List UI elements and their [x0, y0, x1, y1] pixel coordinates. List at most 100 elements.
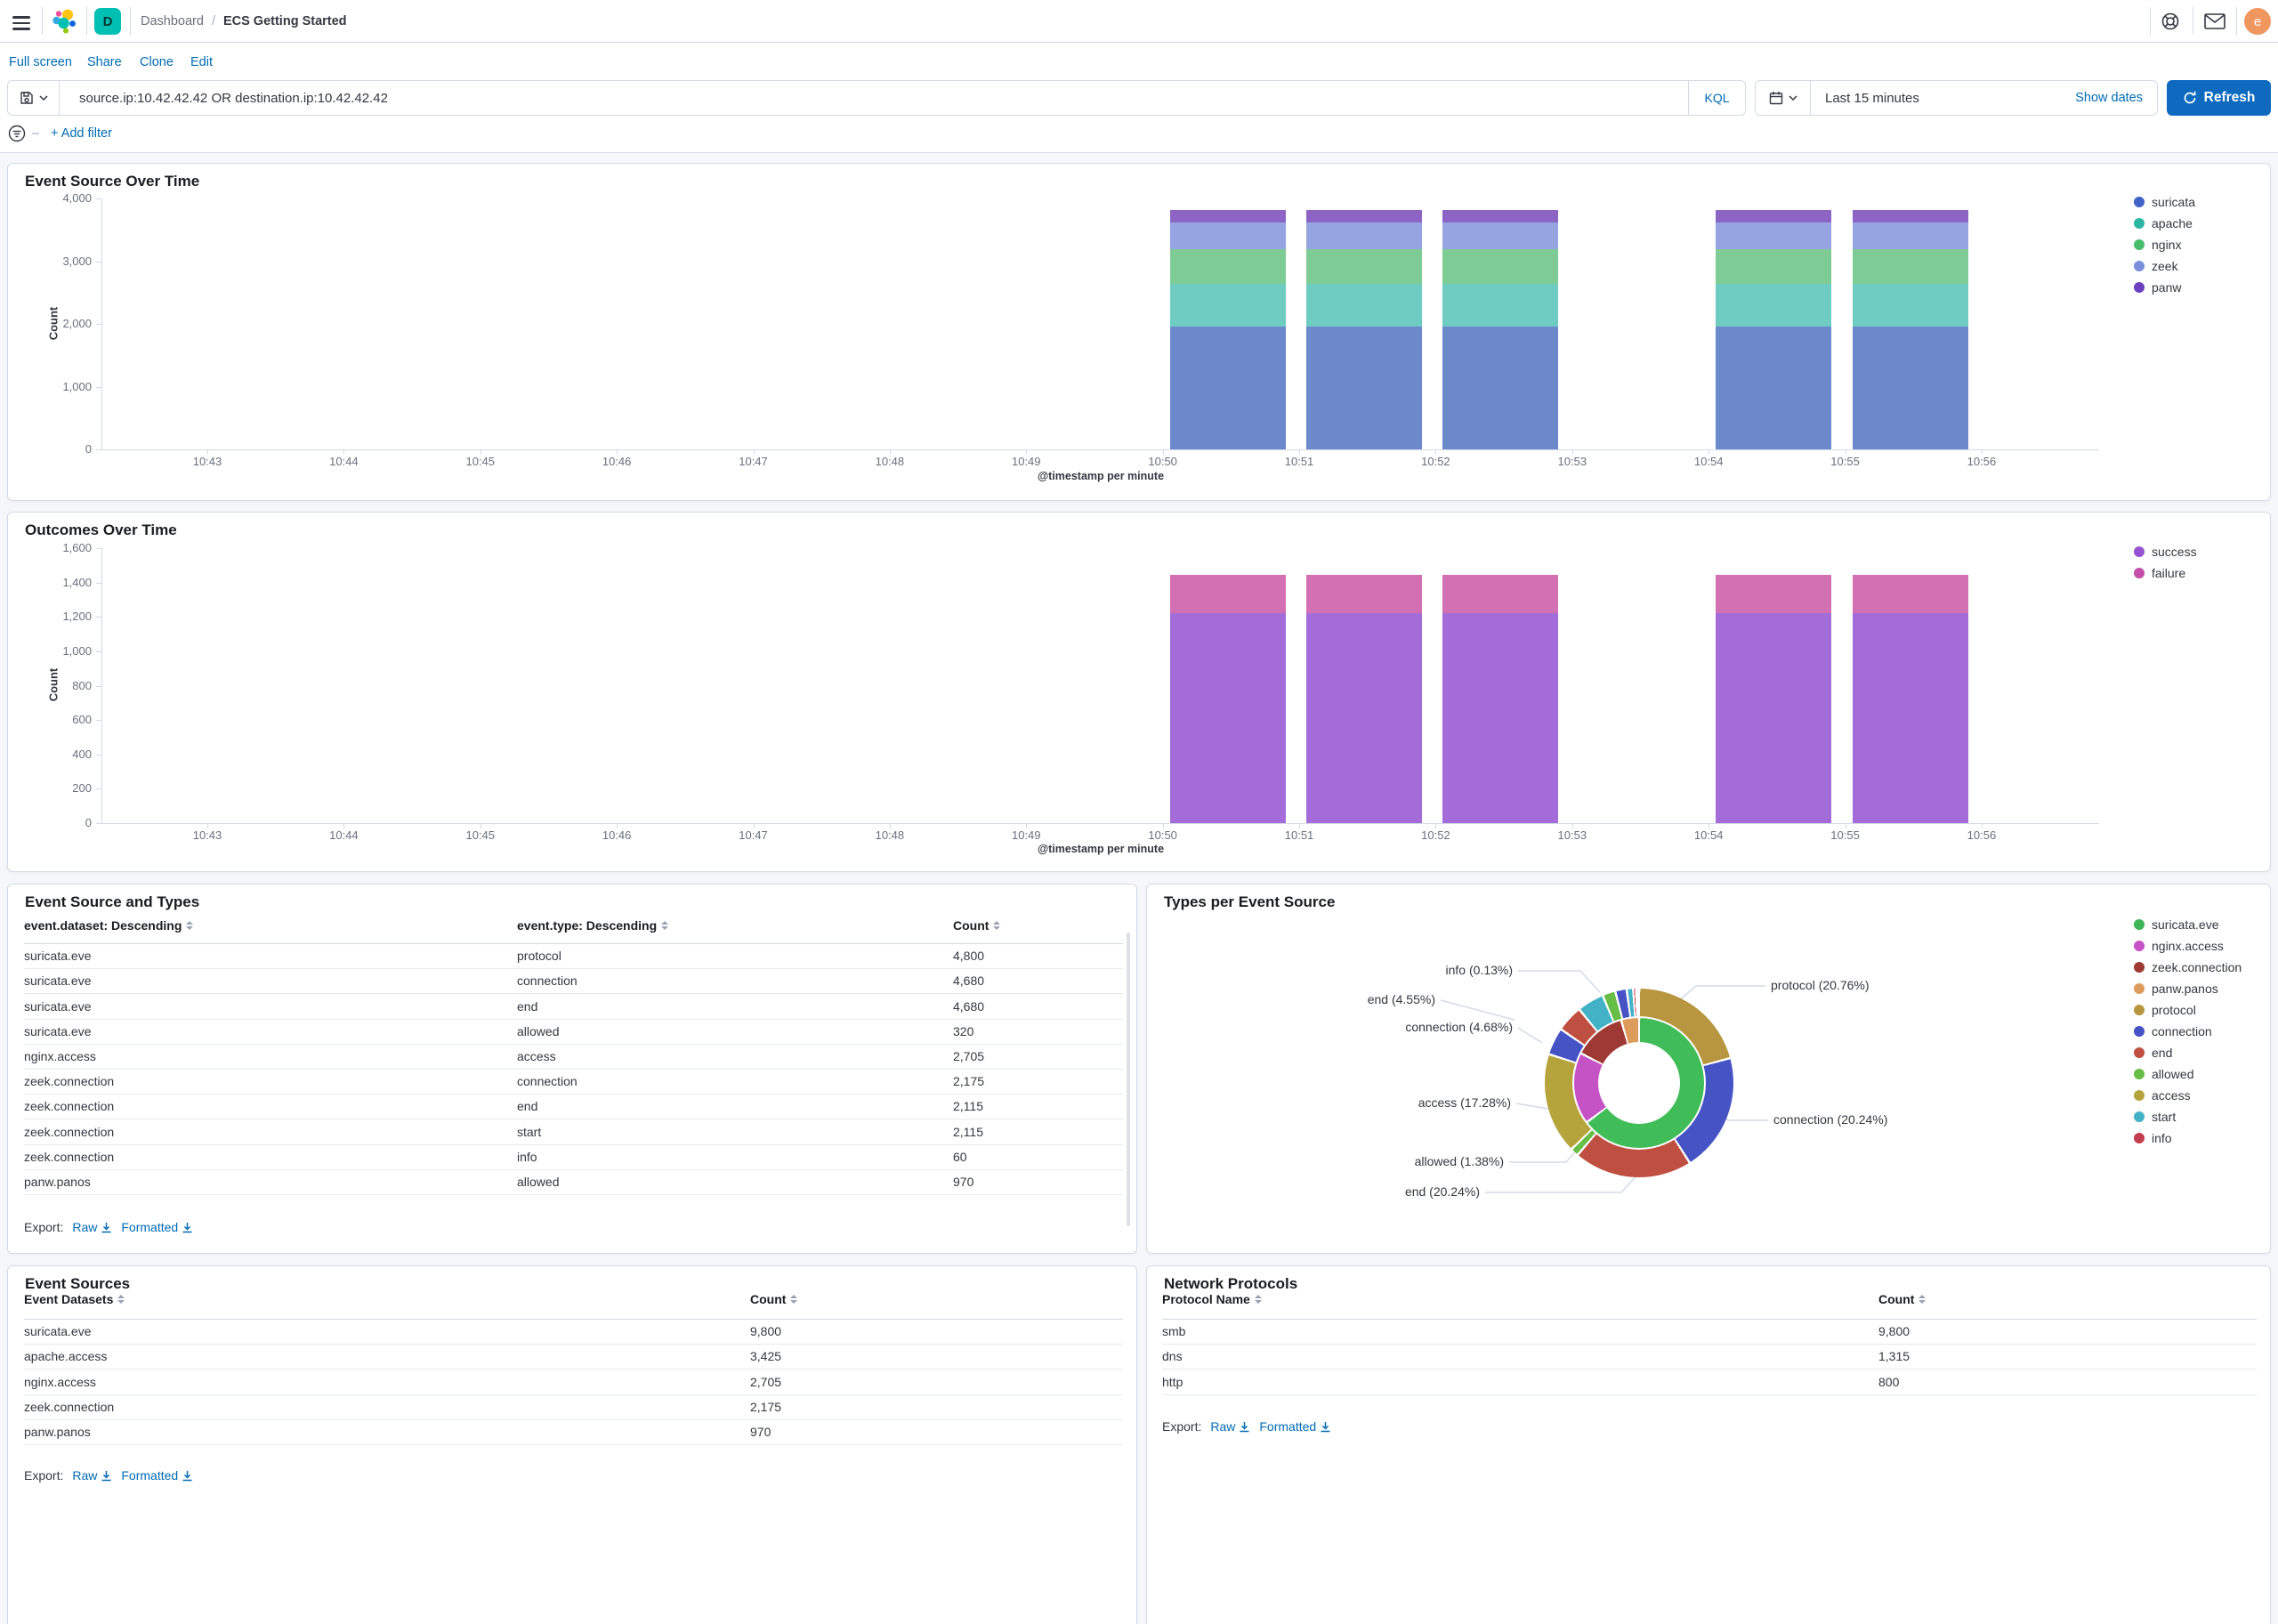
export-raw-link[interactable]: Raw [72, 1220, 112, 1234]
export-row: Export: Raw Formatted [1162, 1419, 1331, 1434]
y-axis-tick-label: 4,000 [62, 191, 92, 205]
y-axis-tick-label: 0 [85, 442, 92, 456]
legend-item-zeek.connection[interactable]: zeek.connection [2134, 959, 2242, 975]
x-axis-line [101, 449, 2099, 450]
legend-item-success[interactable]: success [2134, 544, 2197, 560]
bar-segment-panw [1442, 210, 1559, 222]
filter-options-icon[interactable] [8, 125, 26, 147]
refresh-button[interactable]: Refresh [2167, 80, 2271, 116]
y-axis-tick-label: 1,000 [62, 643, 92, 658]
legend-item-access[interactable]: access [2134, 1087, 2191, 1103]
y-axis-tick [96, 198, 101, 199]
column-header-event-type-descending[interactable]: event.type: Descending [517, 918, 669, 933]
query-input[interactable]: source.ip:10.42.42.42 OR destination.ip:… [60, 81, 1688, 115]
legend-item-panw[interactable]: panw [2134, 279, 2181, 295]
legend-item-start[interactable]: start [2134, 1109, 2176, 1125]
legend-item-protocol[interactable]: protocol [2134, 1002, 2196, 1018]
x-axis-tick [889, 450, 891, 455]
time-range-display[interactable]: Last 15 minutes [1811, 81, 2075, 115]
sort-icon [993, 921, 1001, 930]
legend-item-end[interactable]: end [2134, 1045, 2172, 1061]
column-header-protocol-name[interactable]: Protocol Name [1162, 1292, 1262, 1306]
legend-label: protocol [2152, 1003, 2196, 1017]
legend-item-info[interactable]: info [2134, 1130, 2172, 1146]
legend-item-panw.panos[interactable]: panw.panos [2134, 981, 2218, 997]
bar-segment-success [1716, 613, 1832, 823]
share-link[interactable]: Share [87, 55, 122, 69]
table-row-divider [24, 1143, 1123, 1145]
table-row-divider [24, 1394, 1123, 1395]
column-header-count[interactable]: Count [1878, 1292, 1927, 1306]
export-formatted-link[interactable]: Formatted [121, 1220, 193, 1234]
table-row-divider [24, 1418, 1123, 1420]
column-header-count[interactable]: Count [953, 918, 1001, 933]
legend-item-failure[interactable]: failure [2134, 565, 2185, 581]
legend-label: suricata.eve [2152, 917, 2219, 932]
saved-query-menu-button[interactable] [8, 81, 60, 115]
donut-label: protocol (20.76%) [1771, 978, 1870, 992]
bar-segment-nginx [1169, 249, 1286, 284]
legend-item-zeek[interactable]: zeek [2134, 258, 2178, 274]
menu-icon[interactable] [12, 12, 30, 34]
y-axis-tick-label: 400 [72, 747, 92, 761]
date-quick-select-button[interactable] [1756, 81, 1811, 115]
table-cell: zeek.connection [24, 1124, 115, 1139]
legend-item-connection[interactable]: connection [2134, 1023, 2212, 1039]
x-axis-title: @timestamp per minute [1037, 470, 1165, 482]
column-header-event-datasets[interactable]: Event Datasets [24, 1292, 125, 1306]
breadcrumb-dashboard[interactable]: Dashboard [141, 14, 204, 28]
help-icon[interactable] [2161, 12, 2180, 36]
legend-item-apache[interactable]: apache [2134, 215, 2193, 231]
table-cell: zeek.connection [24, 1149, 115, 1164]
x-axis-tick-label: 10:48 [875, 455, 905, 468]
legend-label: allowed [2152, 1067, 2194, 1081]
legend-label: nginx [2152, 238, 2182, 252]
column-header-event-dataset-descending[interactable]: event.dataset: Descending [24, 918, 194, 933]
legend-item-allowed[interactable]: allowed [2134, 1066, 2193, 1082]
column-header-count[interactable]: Count [750, 1292, 798, 1306]
donut-label: connection (20.24%) [1773, 1112, 1888, 1127]
edit-link[interactable]: Edit [190, 55, 213, 69]
bar-segment-apache [1169, 283, 1286, 327]
query-language-button[interactable]: KQL [1688, 81, 1745, 115]
y-axis-tick-label: 1,200 [62, 610, 92, 624]
legend-dot [2134, 1005, 2145, 1015]
panel-title: Event Source Over Time [25, 173, 200, 190]
table-cell: start [517, 1124, 542, 1139]
bar-segment-failure [1716, 574, 1832, 614]
legend-item-suricata[interactable]: suricata [2134, 194, 2195, 210]
y-axis-tick [96, 823, 101, 824]
mail-icon[interactable] [2204, 13, 2225, 34]
legend-label: panw.panos [2152, 982, 2218, 996]
table-cell: end [517, 1099, 538, 1114]
legend-item-nginx[interactable]: nginx [2134, 237, 2181, 253]
x-axis-tick-label: 10:54 [1693, 828, 1724, 842]
bar-segment-zeek [1442, 222, 1559, 250]
elastic-logo[interactable] [51, 8, 77, 35]
legend-label: end [2152, 1046, 2173, 1060]
export-row: Export: Raw Formatted [24, 1468, 193, 1483]
x-axis-tick-label: 10:47 [739, 455, 768, 468]
legend-label: suricata [2152, 195, 2196, 209]
full-screen-link[interactable]: Full screen [9, 55, 72, 69]
add-filter-button[interactable]: + Add filter [51, 126, 112, 141]
export-formatted-link[interactable]: Formatted [121, 1468, 193, 1483]
export-raw-link[interactable]: Raw [72, 1468, 112, 1483]
y-axis-line [101, 548, 102, 824]
export-raw-link[interactable]: Raw [1210, 1419, 1250, 1434]
table-cell: http [1162, 1374, 1183, 1389]
x-axis-tick-label: 10:49 [1011, 828, 1041, 842]
donut-label: info (0.13%) [1445, 963, 1513, 977]
x-axis-tick [343, 824, 345, 828]
space-avatar[interactable]: D [94, 8, 121, 35]
legend-item-nginx.access[interactable]: nginx.access [2134, 938, 2224, 954]
chevron-down-icon [38, 95, 48, 101]
user-avatar[interactable]: e [2244, 8, 2271, 35]
y-axis-tick [96, 261, 101, 263]
legend-item-suricata.eve[interactable]: suricata.eve [2134, 917, 2218, 933]
show-dates-link[interactable]: Show dates [2075, 91, 2143, 105]
legend-dot [2134, 941, 2145, 951]
export-formatted-link[interactable]: Formatted [1259, 1419, 1331, 1434]
clone-link[interactable]: Clone [140, 55, 174, 69]
scrollbar[interactable] [1127, 933, 1130, 1226]
